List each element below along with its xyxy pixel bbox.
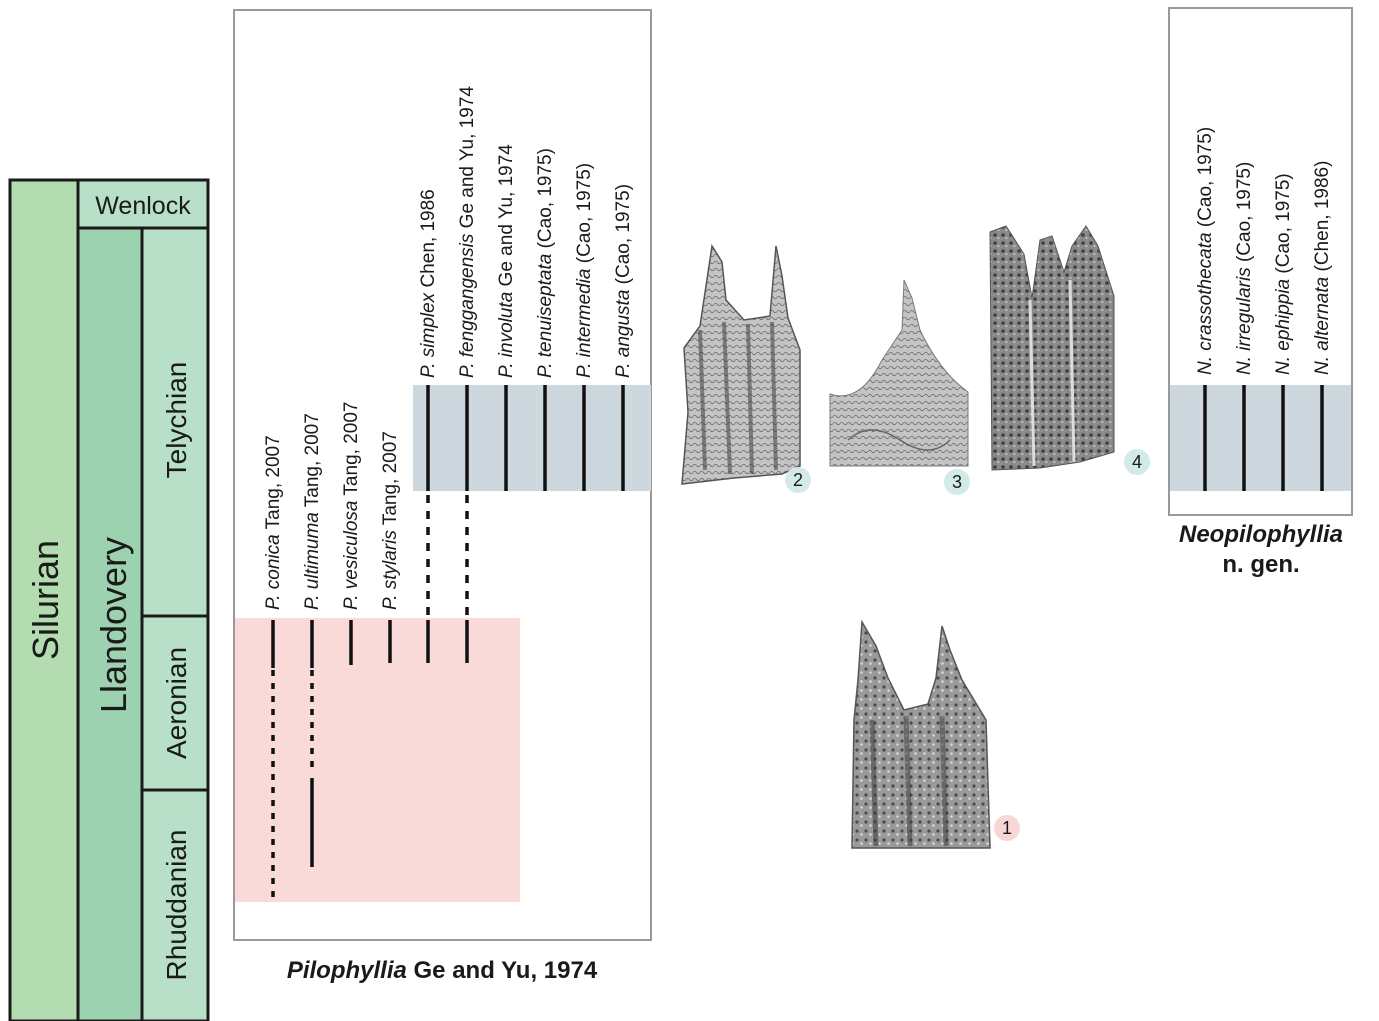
neopilophyllia-genus-subtitle: n. gen. [1222, 551, 1299, 578]
species-label-p-simplex: P. simplex Chen, 1986 [418, 189, 439, 378]
species-label-p-angusta: P. angusta (Cao, 1975) [613, 184, 634, 378]
specimen-badge-4: 4 [1124, 449, 1150, 475]
wenlock-cell [76, 178, 210, 230]
neopilophyllia-genus-title: Neopilophyllia [1179, 521, 1343, 548]
species-label-p-conica: P. conica Tang, 2007 [263, 435, 284, 610]
specimen-number-2: 2 [793, 470, 803, 490]
telychian-label: Telychian [161, 362, 192, 479]
species-label-p-tenuiseptata: P. tenuiseptata (Cao, 1975) [535, 148, 556, 378]
wenlock-label: Wenlock [95, 192, 191, 220]
pilophyllia-range-bars [271, 385, 625, 903]
species-label-p-vesiculosa: P. vesiculosa Tang, 2007 [341, 402, 362, 610]
llandovery-cell [76, 226, 144, 1021]
specimen-badge-1: 1 [994, 815, 1020, 841]
species-label-n-ephippia: N. ephippia (Cao, 1975) [1273, 173, 1294, 375]
specimen-badges: 1 2 3 4 [785, 449, 1150, 841]
species-label-n-crassothecata: N. crassothecata (Cao, 1975) [1195, 127, 1216, 375]
pilophyllia-species-labels: P. conica Tang, 2007 P. ultimuma Tang, 2… [263, 86, 634, 610]
species-label-p-fenggangensis: P. fenggangensis Ge and Yu, 1974 [457, 86, 478, 378]
species-label-p-involuta: P. involuta Ge and Yu, 1974 [496, 144, 517, 378]
stratigraphic-column: Silurian Wenlock Llandovery Telychian Ae… [8, 178, 210, 1021]
neopilophyllia-panel: N. crassothecata (Cao, 1975) N. irregula… [1168, 7, 1353, 578]
silurian-cell [8, 178, 80, 1021]
aeronian-rhuddanian-zone [235, 618, 520, 902]
specimen-badge-2: 2 [785, 467, 811, 493]
aeronian-cell [140, 614, 210, 792]
specimen-images [681, 225, 1115, 849]
aeronian-label: Aeronian [161, 647, 192, 759]
specimen-4-image [989, 225, 1115, 471]
species-label-n-irregularis: N. irregularis (Cao, 1975) [1234, 162, 1255, 375]
specimen-number-1: 1 [1002, 818, 1012, 838]
pilophyllia-genus-title: Pilophyllia Ge and Yu, 1974 [287, 957, 598, 984]
neopilophyllia-range-bars [1203, 385, 1324, 491]
specimen-3-image [829, 279, 969, 467]
specimen-number-3: 3 [952, 472, 962, 492]
species-label-n-alternata: N. alternata (Chen, 1986) [1312, 161, 1333, 375]
specimen-1-image [851, 619, 991, 849]
system-label: Silurian [25, 540, 66, 660]
specimen-2-image [681, 243, 801, 485]
pilophyllia-panel: P. conica Tang, 2007 P. ultimuma Tang, 2… [233, 9, 652, 984]
species-label-p-intermedia: P. intermedia (Cao, 1975) [574, 163, 595, 378]
specimen-badge-3: 3 [944, 469, 970, 495]
specimen-number-4: 4 [1132, 452, 1142, 472]
neopilophyllia-frame [1168, 7, 1353, 516]
llandovery-label: Llandovery [93, 537, 134, 713]
species-label-p-stylaris: P. stylaris Tang, 2007 [380, 431, 401, 610]
telychian-zone [413, 385, 651, 491]
rhuddanian-label: Rhuddanian [161, 829, 192, 980]
rhuddanian-cell [140, 788, 210, 1021]
species-label-p-ultimuma: P. ultimuma Tang, 2007 [302, 413, 323, 610]
neopilophyllia-telychian-zone [1170, 385, 1351, 491]
neopilophyllia-species-labels: N. crassothecata (Cao, 1975) N. irregula… [1195, 127, 1333, 375]
